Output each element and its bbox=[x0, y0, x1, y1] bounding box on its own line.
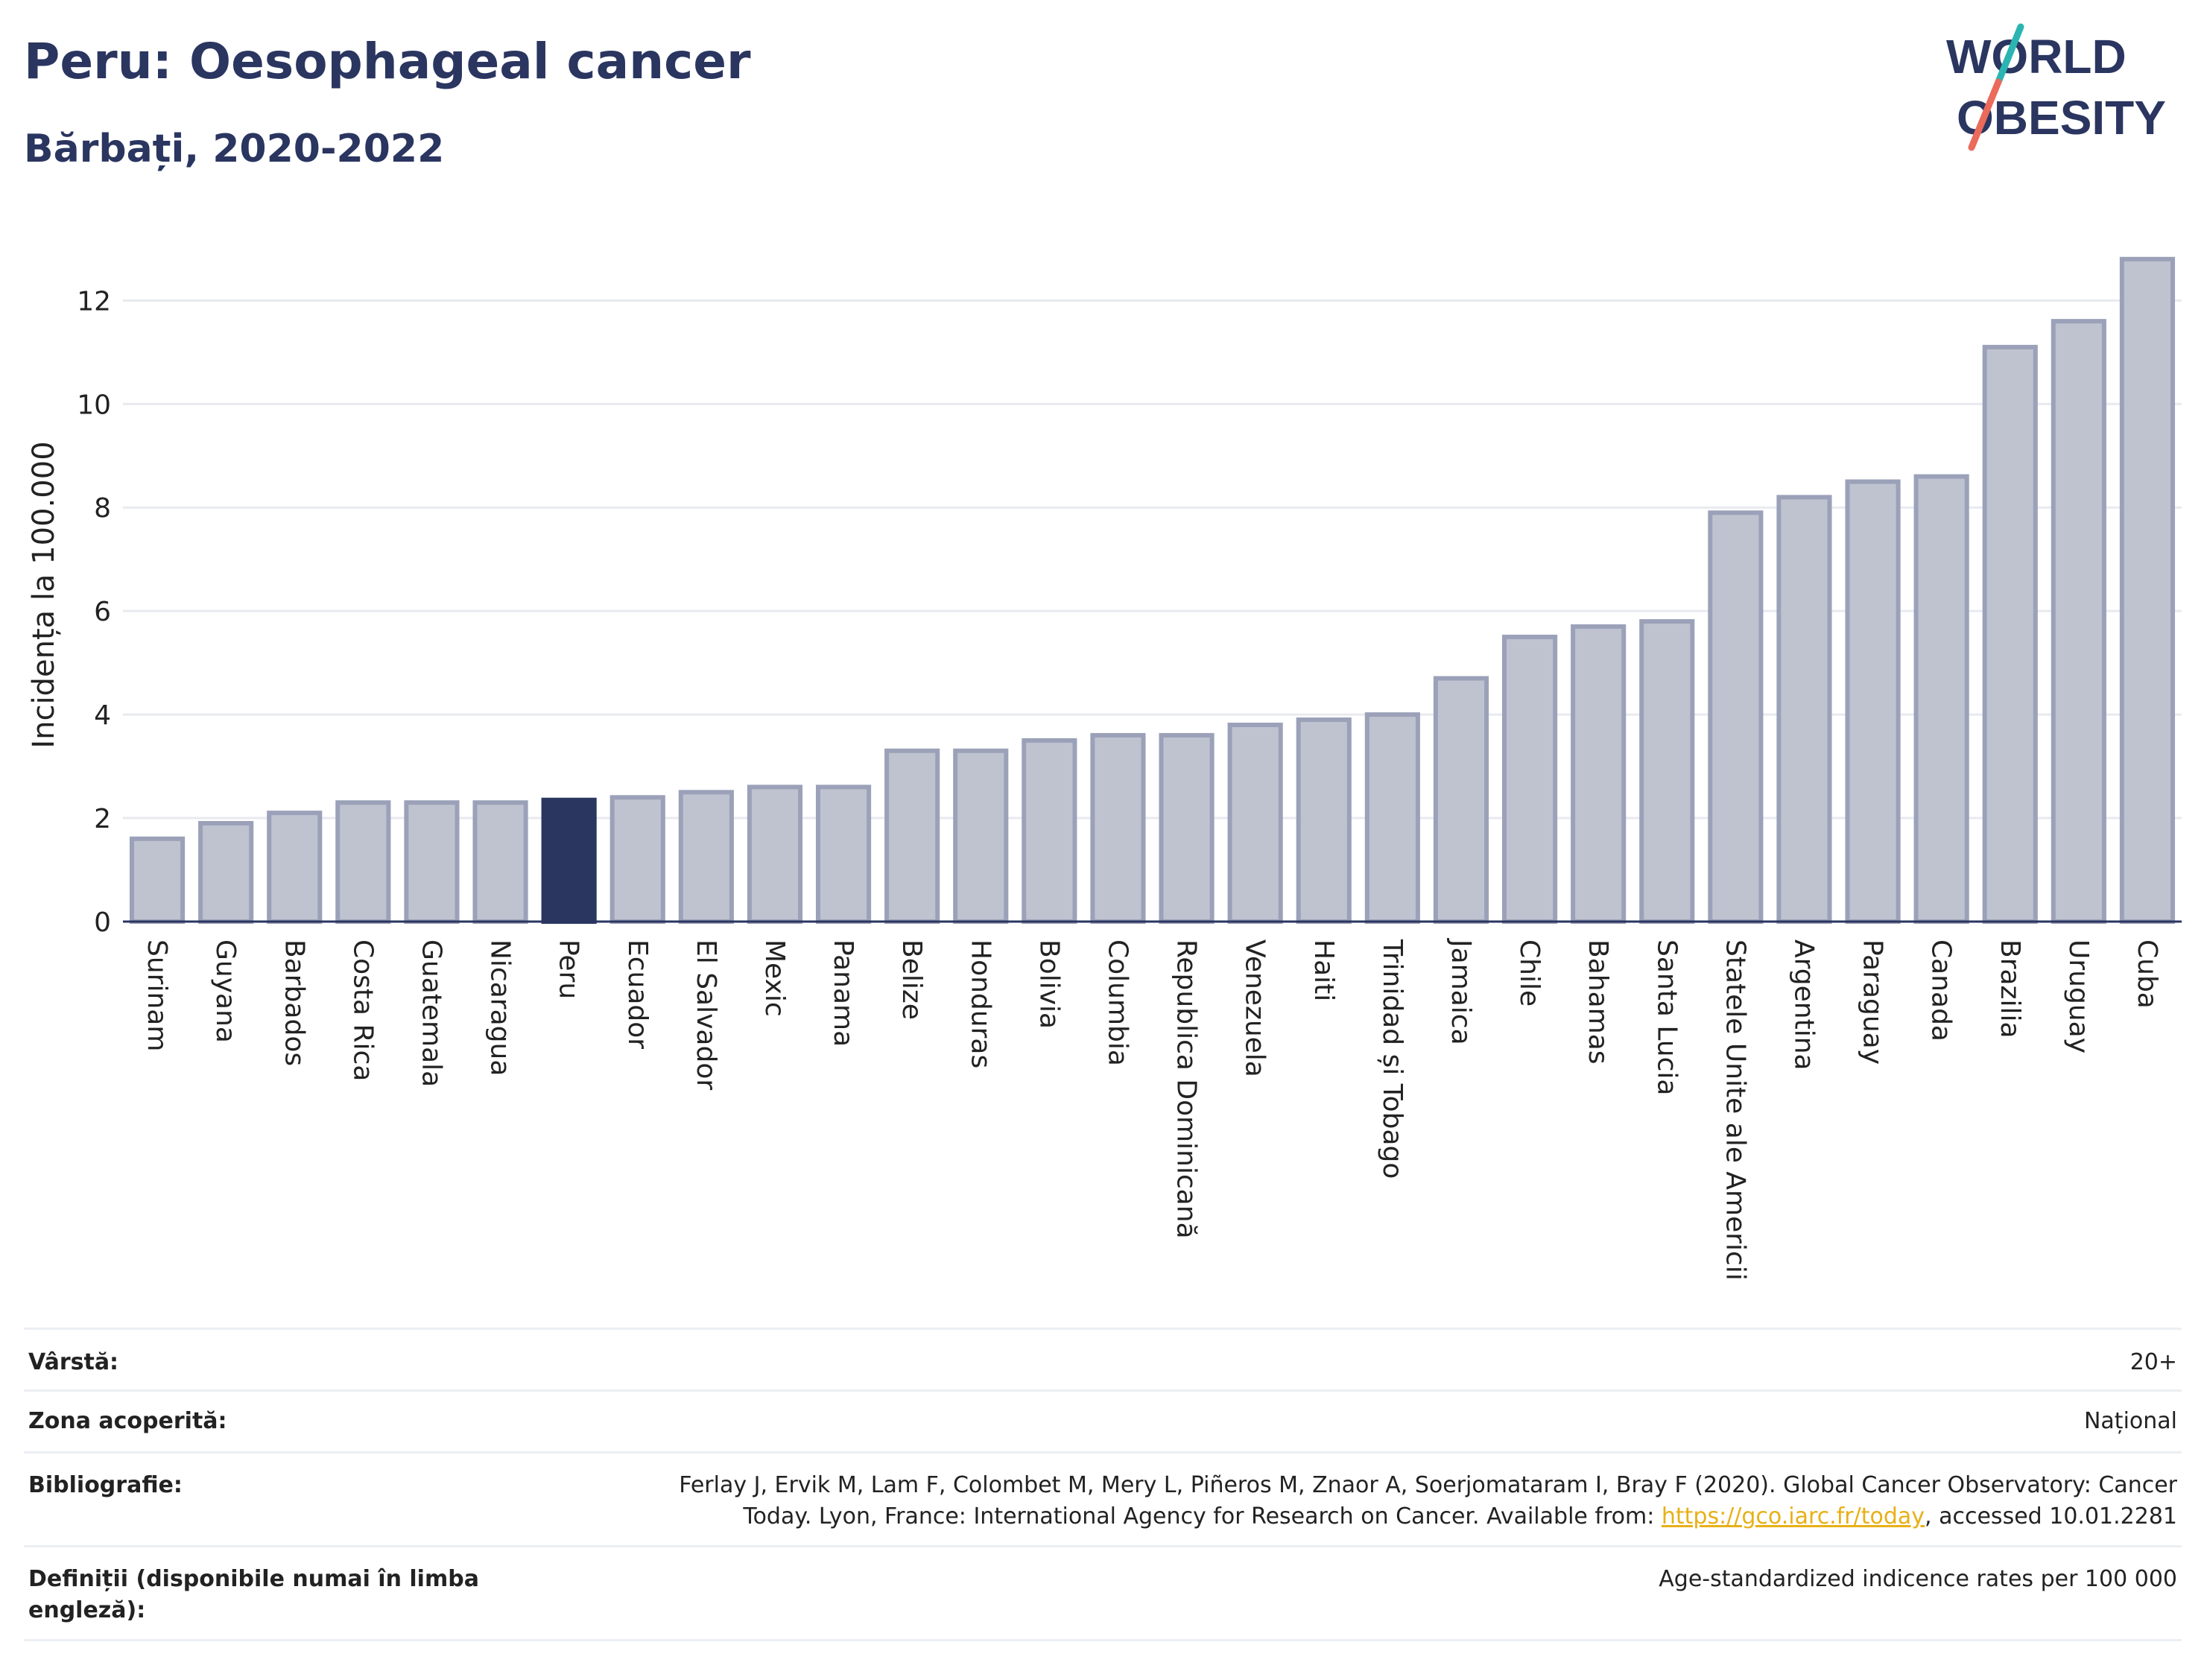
x-tick-label: Chile bbox=[1514, 939, 1545, 1007]
x-tick-label: Guyana bbox=[210, 939, 241, 1043]
x-tick-label: Uruguay bbox=[2063, 939, 2094, 1053]
x-tick-label: Jamaica bbox=[1445, 938, 1476, 1045]
bar bbox=[1227, 723, 1283, 924]
bar bbox=[1845, 479, 1901, 924]
age-value: 20+ bbox=[486, 1328, 2182, 1391]
x-tick-label: Guatemala bbox=[416, 939, 446, 1087]
age-label: Vârstă: bbox=[24, 1328, 486, 1391]
bar bbox=[1776, 495, 1832, 924]
bar bbox=[1296, 717, 1352, 924]
y-tick-label: 2 bbox=[94, 804, 111, 834]
bar bbox=[267, 811, 323, 925]
bar bbox=[472, 800, 528, 925]
bar bbox=[884, 748, 940, 924]
logo-slash-top bbox=[1995, 23, 2024, 86]
x-tick-label: El Salvador bbox=[691, 939, 721, 1090]
logo-line1: WORLD bbox=[1946, 30, 2127, 83]
x-tick-label: Argentina bbox=[1788, 939, 1819, 1071]
bar bbox=[1159, 732, 1215, 925]
x-tick-label: Nicaragua bbox=[485, 939, 516, 1076]
page-subtitle: Bărbați, 2020-2022 bbox=[24, 127, 445, 171]
bibliography-link[interactable]: https://gco.iarc.fr/today bbox=[1661, 1503, 1925, 1530]
bar bbox=[198, 821, 254, 924]
bibliography-label: Bibliografie: bbox=[24, 1451, 486, 1547]
bar bbox=[1708, 510, 1764, 924]
y-tick-label: 12 bbox=[77, 286, 111, 317]
info-row-bibliography: Bibliografie: Ferlay J, Ervik M, Lam F, … bbox=[24, 1451, 2182, 1547]
bar bbox=[1364, 712, 1420, 924]
world-obesity-logo: WORLD OBESITY bbox=[1946, 23, 2166, 151]
bibliography-value: Ferlay J, Ervik M, Lam F, Colombet M, Me… bbox=[486, 1451, 2182, 1547]
bar bbox=[404, 800, 460, 925]
bar bbox=[1571, 624, 1627, 924]
info-row-age: Vârstă: 20+ bbox=[24, 1328, 2182, 1391]
bibliography-line1: Ferlay J, Ervik M, Lam F, Colombet M, Me… bbox=[679, 1472, 2177, 1498]
x-tick-label: Mexic bbox=[759, 939, 790, 1017]
bar bbox=[1433, 676, 1489, 924]
bar bbox=[609, 795, 665, 924]
bar bbox=[1913, 474, 1969, 924]
bar bbox=[815, 784, 872, 924]
x-tick-label: Brazilia bbox=[1995, 939, 2025, 1039]
x-tick-label: Bahamas bbox=[1583, 939, 1613, 1065]
x-tick-label: Santa Lucia bbox=[1651, 939, 1682, 1095]
bar bbox=[2119, 256, 2176, 924]
x-tick-label: Republica Dominicană bbox=[1171, 939, 1202, 1239]
bibliography-line2-pre: Today. Lyon, France: International Agenc… bbox=[743, 1503, 1662, 1530]
x-tick-label: Barbados bbox=[279, 939, 309, 1066]
y-axis-label: Incidența la 100.000 bbox=[27, 441, 61, 748]
x-tick-label: Costa Rica bbox=[347, 939, 378, 1081]
definitions-value: Age-standardized indicence rates per 100… bbox=[486, 1545, 2182, 1641]
logo-slash-bottom bbox=[1968, 78, 2002, 151]
coverage-label: Zona acoperită: bbox=[24, 1389, 486, 1453]
x-tick-label: Bolivia bbox=[1033, 939, 1064, 1029]
x-tick-label: Haiti bbox=[1308, 939, 1339, 1001]
bar bbox=[2051, 319, 2106, 925]
bar bbox=[129, 836, 186, 925]
x-tick-label: Panama bbox=[828, 939, 858, 1047]
bar-chart: 0 2 4 6 8 10 12 Incidența la 100.000 Surinam Guya… bbox=[27, 256, 2182, 1281]
y-tick-label: 10 bbox=[77, 390, 111, 420]
bar bbox=[1090, 732, 1146, 925]
bar bbox=[1022, 738, 1077, 925]
bar bbox=[1639, 619, 1695, 924]
y-tick-label: 4 bbox=[94, 700, 111, 731]
y-tick-label: 0 bbox=[94, 907, 111, 938]
info-row-definitions: Definiții (disponibile numai în limba en… bbox=[24, 1545, 2182, 1641]
coverage-value: Național bbox=[486, 1389, 2182, 1453]
x-tick-label: Paraguay bbox=[1858, 939, 1888, 1065]
x-tick-label: Ecuador bbox=[622, 939, 653, 1049]
x-tick-label: Belize bbox=[896, 939, 927, 1020]
info-table: Vârstă: 20+ Zona acoperită: Național Bib… bbox=[24, 1328, 2182, 1641]
x-tick-label: Columbia bbox=[1102, 939, 1133, 1066]
info-row-coverage: Zona acoperită: Național bbox=[24, 1389, 2182, 1453]
x-tick-label: Cuba bbox=[2132, 939, 2162, 1009]
x-tick-label: Canada bbox=[1926, 939, 1957, 1042]
page-title: Peru: Oesophageal cancer bbox=[24, 33, 751, 90]
bar bbox=[1501, 634, 1558, 925]
definitions-label: Definiții (disponibile numai în limba en… bbox=[24, 1545, 486, 1641]
x-tick-label: Statele Unite ale Americii bbox=[1720, 939, 1750, 1281]
x-tick-label: Surinam bbox=[142, 939, 172, 1051]
x-tick-label: Trinidad și Tobago bbox=[1377, 939, 1407, 1179]
bibliography-line2-post: , accessed 10.01.2281 bbox=[1925, 1503, 2177, 1530]
x-tick-label: Peru bbox=[554, 939, 584, 999]
bar bbox=[541, 797, 597, 924]
bar bbox=[747, 784, 803, 924]
x-tick-label: Venezuela bbox=[1240, 939, 1270, 1077]
bar bbox=[678, 790, 734, 925]
y-tick-label: 8 bbox=[94, 493, 111, 524]
bar bbox=[1982, 344, 2038, 924]
bar bbox=[953, 748, 1009, 924]
x-tick-label: Honduras bbox=[965, 939, 995, 1068]
y-tick-label: 6 bbox=[94, 597, 111, 627]
bar bbox=[335, 800, 391, 925]
